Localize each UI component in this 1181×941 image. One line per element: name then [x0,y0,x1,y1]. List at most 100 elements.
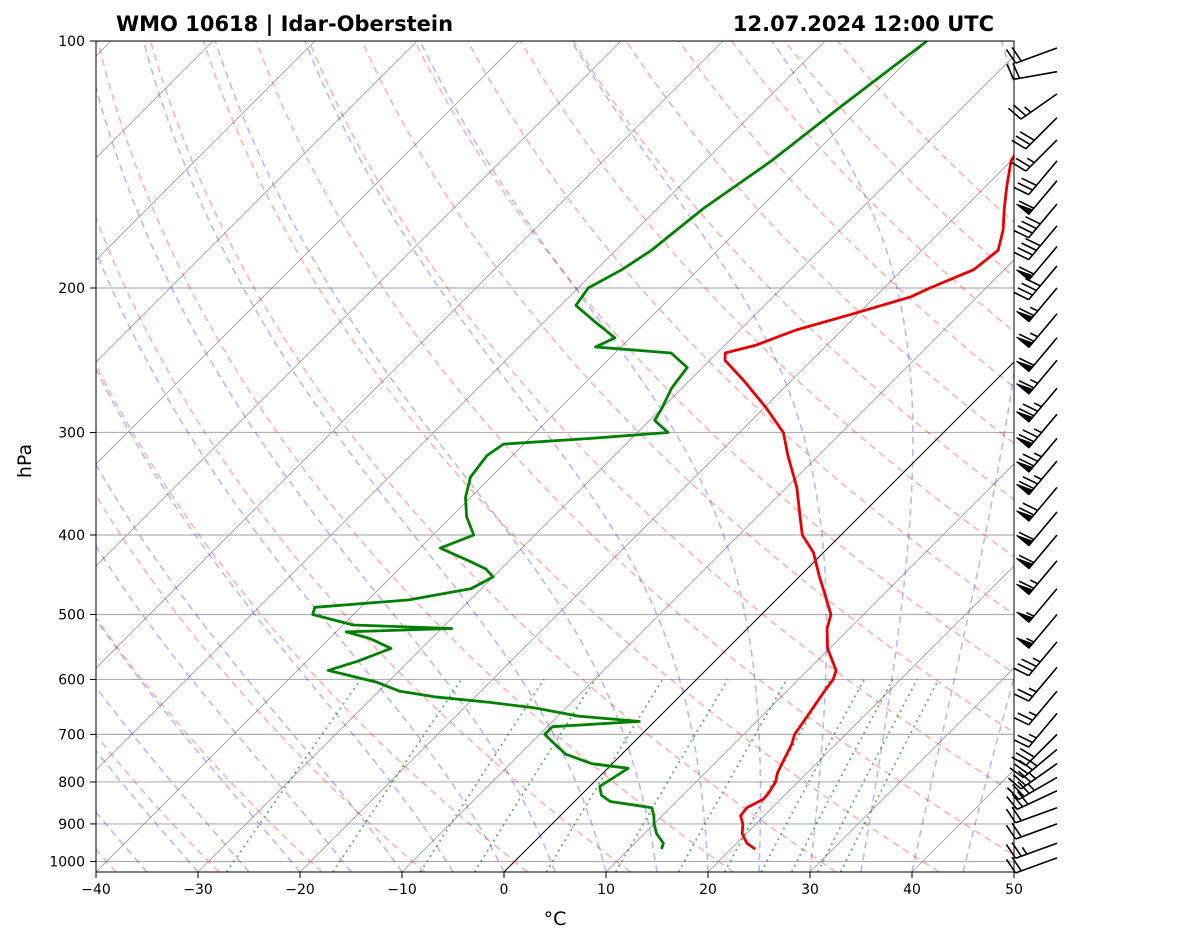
barb-half [1033,428,1042,434]
barb-full [1011,139,1027,150]
barb-staff [1013,70,1058,81]
dry-adiabat [149,41,837,872]
dry-adiabat [413,41,1014,675]
barb-flag [1016,360,1034,373]
barb-flag [1016,411,1034,423]
mixing-ratio-line [677,678,788,872]
barb-full [1014,763,1029,775]
barb-full [1006,787,1020,801]
y-tick-label: 400 [58,528,85,544]
barb-full [1017,663,1033,672]
mixing-ratio-line [473,678,596,872]
barb-staff [1028,560,1058,595]
wind-barb [1013,666,1058,702]
isotherm-line [605,463,1014,872]
wind-barb [1013,203,1058,239]
barb-full [1011,756,1027,767]
barb-staff [1015,823,1058,840]
mixing-ratio-line [816,678,918,872]
wind-barb [1016,180,1058,216]
barb-full [1011,161,1027,172]
barb-full [1017,734,1033,744]
dry-adiabat [255,41,1014,856]
barb-full [1005,824,1017,840]
dry-adiabat [783,41,1014,278]
wind-barb [1011,733,1058,767]
barb-staff [1028,225,1058,261]
barb-staff [1028,203,1058,239]
x-tick-label: 10 [597,882,615,898]
x-tick-label: −30 [183,882,213,898]
wind-barb [1016,245,1058,281]
wind-barb [1011,117,1058,150]
barb-staff [1018,776,1058,801]
barb-full [1013,667,1030,677]
moist-adiabat [771,41,914,872]
barb-full [1017,247,1033,256]
barb-half [1028,733,1037,739]
barb-full [1013,716,1030,726]
barb-half [1021,846,1028,855]
barb-half [1033,452,1042,458]
barb-half [1028,687,1037,693]
wind-barb [1013,690,1058,726]
profile-lines [311,41,1014,851]
wind-barb [1016,486,1058,522]
isotherm-line [0,41,9,872]
barb-full [1013,291,1030,301]
barb-full [1017,287,1033,296]
mixing-ratio-line [839,678,940,872]
barb-full [1018,531,1035,541]
isotherm-line [299,157,1014,872]
barb-full [1018,200,1035,209]
wind-barb [1016,460,1058,496]
barb-full [1019,747,1035,758]
barb-staff [1028,712,1058,748]
barb-half [1026,637,1035,643]
moist-adiabat [96,367,454,872]
barb-full [1018,480,1035,490]
reference-lines [0,41,1014,872]
dry-adiabat [96,616,323,872]
x-tick-label: 30 [801,882,819,898]
barb-half [1028,783,1036,792]
mixing-ratio-line [419,678,545,872]
mixing-ratio-line [545,678,664,872]
barb-full [1025,237,1041,247]
barb-full [1018,266,1035,275]
barb-staff [1020,93,1058,120]
moist-adiabat [96,685,250,872]
wind-barb [1016,387,1058,423]
barb-half [1029,579,1039,585]
mixing-ratio-line [225,678,362,872]
barb-full [1012,62,1021,79]
barb-full [1013,251,1030,261]
barb-half [1026,611,1035,617]
x-tick-label: −20 [285,882,315,898]
wind-barb [1016,511,1058,547]
dry-adiabat [466,41,1014,616]
wind-barb [1009,748,1058,779]
barb-full [1012,774,1027,787]
dry-adiabat [678,41,1014,389]
isotherm-line [96,41,826,771]
barb-full [1005,844,1017,859]
barb-half [1028,711,1037,717]
barb-full [1011,806,1022,822]
barb-staff [1022,748,1058,779]
y-tick-label: 900 [58,817,85,833]
zero-isotherm [503,361,1014,872]
isotherm-line [96,41,928,872]
barb-full [1013,229,1030,239]
moist-adiabat [304,41,709,872]
barb-full [1021,177,1037,187]
barb-full [1013,693,1030,702]
barb-half [1029,378,1039,384]
x-tick-label: −40 [81,882,111,898]
isotherm-line [96,41,316,261]
wind-barb [1013,641,1058,677]
dry-adiabat [519,41,1014,558]
barb-full [1005,48,1017,64]
barb-full [1018,507,1035,516]
